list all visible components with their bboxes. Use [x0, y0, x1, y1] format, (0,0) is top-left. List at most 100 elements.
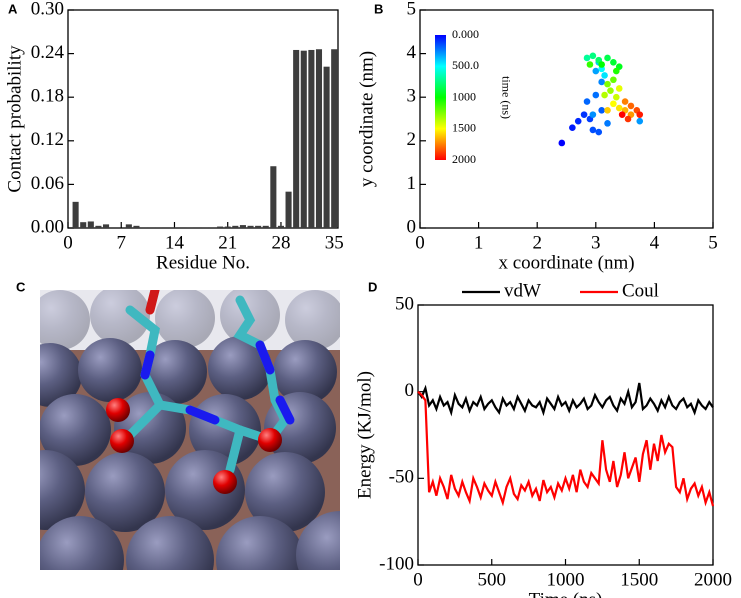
- y-tick-label: -50: [389, 467, 414, 488]
- x-tick-label: 21: [218, 232, 237, 253]
- panel-label: A: [8, 1, 18, 16]
- bar: [262, 225, 269, 228]
- plot-frame: [417, 304, 714, 566]
- point: [598, 61, 605, 68]
- point: [610, 100, 617, 108]
- point: [615, 85, 623, 92]
- bar: [102, 224, 110, 228]
- y-tick-label: 0.18: [31, 86, 64, 107]
- bar: [255, 225, 262, 228]
- x-tick-label: 500: [478, 569, 507, 590]
- point: [604, 54, 611, 62]
- x-axis-label: x coordinate (nm): [498, 252, 634, 273]
- bar: [209, 227, 216, 228]
- bar: [80, 222, 87, 228]
- series-line: [417, 382, 714, 417]
- legend-label: vdW: [504, 280, 541, 301]
- x-tick-label: 7: [116, 232, 126, 253]
- point: [598, 106, 605, 114]
- y-tick-label: 0: [407, 216, 417, 237]
- panel-label: D: [368, 279, 377, 294]
- point: [569, 124, 576, 132]
- point: [621, 98, 629, 105]
- bar: [133, 225, 140, 228]
- bar: [95, 225, 102, 228]
- y-axis-label: Energy (KJ/mol): [354, 371, 375, 499]
- point: [615, 104, 623, 112]
- y-axis-label: Contact probability: [4, 45, 25, 193]
- molecule-image: [40, 290, 340, 570]
- y-tick-label: 0.12: [31, 129, 64, 150]
- bar: [141, 227, 148, 228]
- point: [613, 93, 620, 101]
- point: [601, 72, 608, 79]
- colorbar-tick-label: 1000: [452, 89, 476, 103]
- point: [580, 111, 588, 118]
- point: [574, 117, 582, 125]
- point: [624, 115, 632, 123]
- panel-label: C: [16, 279, 26, 294]
- bar: [293, 49, 300, 228]
- x-tick-label: 1500: [620, 569, 658, 590]
- y-tick-label: 1: [407, 173, 417, 194]
- point: [592, 67, 600, 75]
- point: [618, 111, 626, 118]
- point: [604, 80, 611, 88]
- bar: [331, 49, 338, 228]
- x-tick-label: 1: [474, 232, 484, 253]
- x-axis-label: Time (ns): [529, 589, 603, 598]
- x-tick-label: 1000: [547, 569, 585, 590]
- x-tick-label: 0: [63, 232, 73, 253]
- bar: [300, 50, 307, 229]
- y-tick-label: 3: [407, 86, 417, 107]
- x-tick-label: 4: [650, 232, 660, 253]
- point: [636, 111, 644, 118]
- x-tick-label: 35: [325, 232, 344, 253]
- point: [589, 126, 597, 134]
- x-axis-label: Residue No.: [156, 252, 250, 273]
- y-tick-label: 0.24: [31, 42, 65, 63]
- y-tick-label: 0: [405, 380, 415, 401]
- bar: [125, 224, 132, 228]
- bar: [232, 225, 239, 228]
- point: [558, 139, 566, 147]
- bar: [201, 227, 208, 228]
- point: [627, 102, 635, 110]
- point: [592, 91, 600, 99]
- point: [610, 76, 617, 84]
- colorbar-label: time (ns): [499, 76, 513, 119]
- x-tick-label: 5: [708, 232, 718, 253]
- y-tick-label: -100: [379, 553, 414, 574]
- x-tick-label: 14: [165, 232, 185, 253]
- point: [586, 61, 594, 68]
- y-tick-label: 0.06: [31, 173, 64, 194]
- bar: [308, 49, 315, 228]
- colorbar-tick-label: 1500: [452, 121, 476, 135]
- point: [595, 128, 603, 136]
- y-tick-label: 5: [407, 0, 417, 19]
- point: [636, 117, 644, 125]
- point: [610, 59, 617, 66]
- colorbar-tick-label: 0.000: [452, 27, 479, 41]
- bar: [171, 227, 178, 228]
- point: [589, 52, 597, 60]
- y-tick-label: 0.30: [31, 0, 64, 19]
- x-tick-label: 0: [415, 232, 425, 253]
- x-tick-label: 28: [271, 232, 290, 253]
- bar: [72, 201, 79, 228]
- point: [583, 54, 591, 62]
- bar: [156, 227, 163, 228]
- bar: [323, 66, 330, 229]
- panel-label: B: [374, 1, 383, 16]
- y-tick-label: 0.00: [31, 216, 64, 237]
- point: [613, 67, 620, 75]
- colorbar-tick-label: 2000: [452, 152, 476, 166]
- y-tick-label: 50: [395, 293, 414, 314]
- x-tick-label: 2: [532, 232, 542, 253]
- point: [607, 87, 614, 94]
- bar: [148, 227, 155, 228]
- y-tick-label: 4: [407, 42, 417, 63]
- x-tick-label: 0: [413, 569, 423, 590]
- x-tick-label: 3: [591, 232, 601, 253]
- bar: [239, 225, 246, 228]
